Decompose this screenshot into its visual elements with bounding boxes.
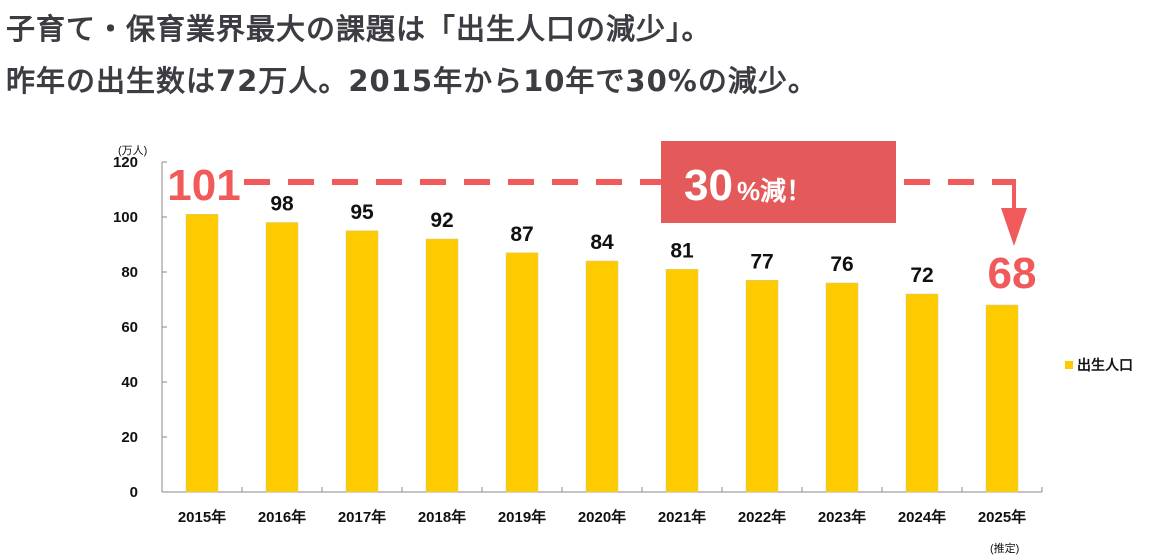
bar (185, 214, 219, 493)
legend-swatch (1065, 361, 1073, 369)
y-tick-label: 60 (121, 319, 138, 336)
value-label: 76 (830, 253, 853, 276)
bar (345, 230, 379, 493)
x-category-label: 2018年 (418, 508, 466, 526)
x-category-label: 2015年 (178, 508, 226, 526)
x-category-label: 2024年 (898, 508, 946, 526)
x-category-label: 2025年 (978, 508, 1026, 526)
value-label: 81 (670, 239, 694, 262)
callout-box (661, 141, 896, 223)
x-category-label: 2016年 (258, 508, 306, 526)
bar (905, 293, 939, 493)
bar (825, 282, 859, 493)
value-label: 98 (270, 193, 294, 216)
x-category-label: 2023年 (818, 508, 866, 526)
bar (425, 238, 459, 493)
value-labels: 101 98 95 92 87 84 81 77 76 72 68 (167, 161, 1036, 298)
bar (665, 269, 699, 493)
x-category-label: 2017年 (338, 508, 386, 526)
y-tick-label: 40 (121, 374, 138, 391)
estimate-note: (推定) (990, 541, 1019, 555)
callout-number: 30 (684, 161, 733, 210)
y-tick-label: 20 (121, 429, 138, 446)
headline-line-2: 昨年の出生数は72万人。2015年から10年で30%の減少。 (6, 64, 818, 98)
x-category-label: 2019年 (498, 508, 546, 526)
value-label: 84 (590, 231, 614, 254)
bar (985, 304, 1019, 493)
bar (505, 252, 539, 493)
value-label: 92 (430, 209, 453, 232)
annotations: 30 %減！ (244, 141, 1027, 246)
value-label: 87 (510, 223, 533, 246)
callout-suffix: %減！ (737, 176, 812, 206)
x-category-label: 2020年 (578, 508, 626, 526)
legend-label: 出生人口 (1077, 357, 1133, 373)
y-tick-label: 0 (130, 484, 138, 501)
bar (585, 260, 619, 493)
y-tick-label: 100 (113, 209, 138, 226)
bars (185, 214, 1019, 493)
x-category-label: 2022年 (738, 508, 786, 526)
down-arrow-icon (1001, 208, 1027, 246)
legend: 出生人口 (1065, 357, 1133, 373)
bar (745, 280, 779, 493)
highlighted-value-label: 68 (988, 249, 1037, 298)
y-tick-label: 120 (113, 154, 138, 171)
axes: 0 20 40 60 80 100 120 2015年 2016年 2017年 2018年 2019年… (113, 154, 1043, 526)
value-label: 95 (350, 201, 374, 224)
value-label: 77 (750, 250, 773, 273)
callout-text: 30 %減！ (684, 161, 812, 210)
headline-line-1: 子育て・保育業界最大の課題は「出生人口の減少」。 (6, 12, 712, 46)
bar (265, 222, 299, 493)
value-label: 72 (910, 264, 933, 287)
y-axis-unit-label: (万人) (118, 144, 147, 157)
highlighted-value-label: 101 (167, 161, 240, 210)
y-tick-label: 80 (121, 264, 138, 281)
x-category-label: 2021年 (658, 508, 706, 526)
